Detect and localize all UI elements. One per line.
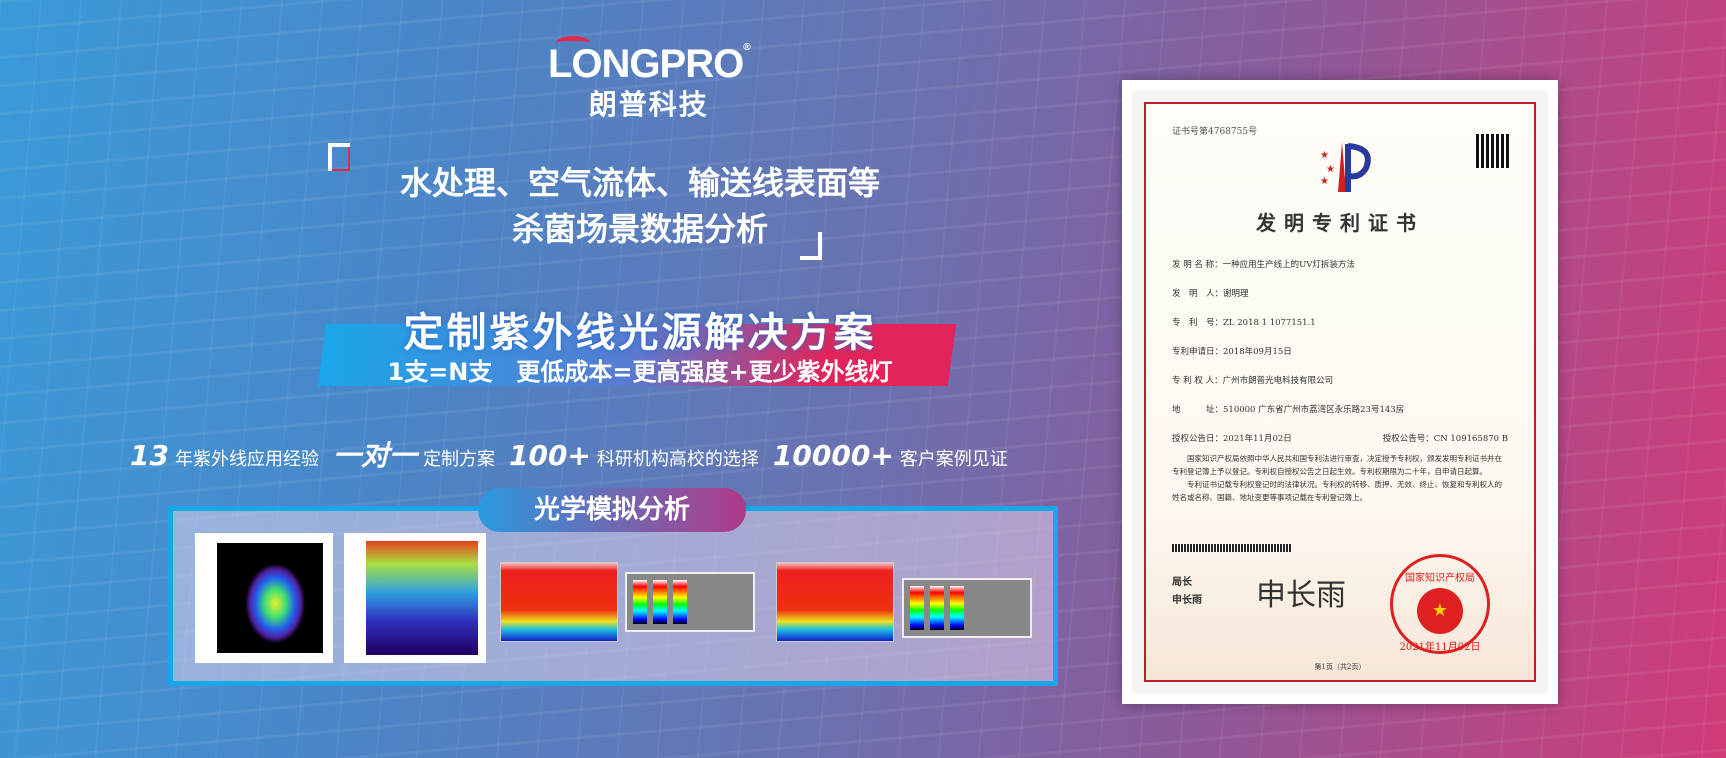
official-seal: 国家知识产权局 ★ 2021年11月02日: [1390, 554, 1490, 654]
color-legend-image: [625, 572, 755, 632]
brand-logo: LONGPRO® 朗普科技: [548, 36, 751, 123]
svg-text:★: ★: [1320, 176, 1329, 187]
stat-item: 13 年紫外线应用经验: [130, 439, 319, 472]
national-emblem-icon: ★: [1417, 588, 1463, 634]
color-legend-image: [902, 578, 1032, 638]
stat-item: 一对一 定制方案: [332, 439, 495, 472]
svg-text:★: ★: [1320, 150, 1329, 161]
qr-code-icon: [1476, 134, 1510, 168]
signature: 申长雨: [1256, 578, 1346, 613]
heatmap-image: [776, 562, 894, 642]
irradiance-scatter-image: [344, 533, 486, 663]
close-bracket-icon: [800, 232, 822, 260]
stat-item: 10000+ 客户案例见证: [772, 439, 1008, 472]
svg-text:★: ★: [1326, 164, 1335, 175]
cnipa-logo-icon: ★★★: [1320, 142, 1371, 192]
certificate-frame: 证书号第4768755号 ★ ★ ★ 发明专利证书 发 明 名 称：一种应用生产线上…: [1122, 80, 1558, 704]
heatmap-image: [500, 562, 618, 642]
stats-row: 13 年紫外线应用经验 一对一 定制方案 100+ 科研机构高校的选择 10000+ 客…: [130, 434, 1008, 474]
analysis-title: 光学模拟分析: [478, 488, 746, 532]
headline: 水处理、空气流体、输送线表面等 杀菌场景数据分析: [399, 164, 880, 248]
patent-certificate: 证书号第4768755号 ★ ★ ★ 发明专利证书 发 明 名 称：一种应用生产线上…: [1144, 102, 1536, 682]
open-bracket-icon: [328, 143, 350, 171]
irradiance-map-image: [195, 533, 333, 663]
stat-item: 100+ 科研机构高校的选择: [508, 439, 759, 472]
solution-title: 定制紫外线光源解决方案: [403, 310, 877, 356]
solution-subtitle: 1支=N支 更低成本=更高强度+更少紫外线灯: [387, 358, 893, 386]
barcode-icon: [1172, 544, 1292, 552]
